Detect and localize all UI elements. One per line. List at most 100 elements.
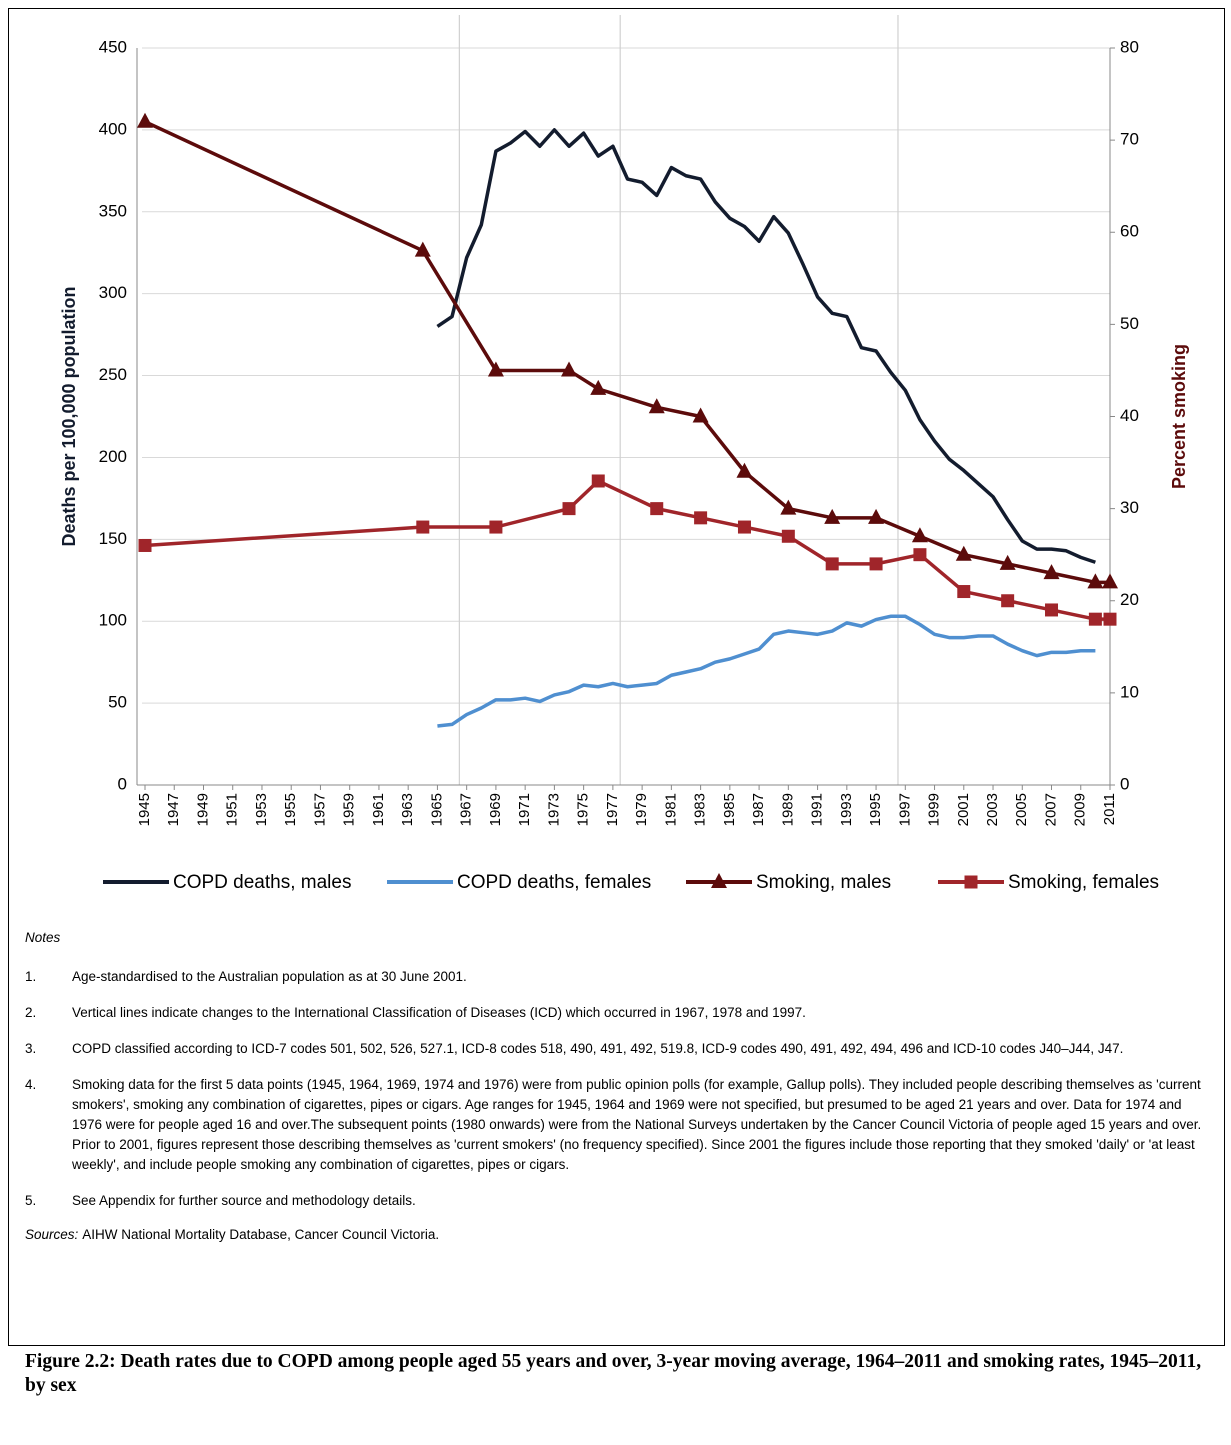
data-marker xyxy=(694,511,708,525)
y-tick-label: 100 xyxy=(99,611,127,630)
y2-tick-label: 80 xyxy=(1120,37,1139,56)
data-marker xyxy=(489,520,503,534)
x-tick-label: 1959 xyxy=(341,793,358,826)
x-tick-label: 1997 xyxy=(896,793,913,826)
notes: Notes 1. Age-standardised to the Australi… xyxy=(25,930,1215,1242)
x-tick-label: 1987 xyxy=(750,793,767,826)
x-tick-label: 1971 xyxy=(516,793,533,826)
note-number: 4. xyxy=(25,1077,37,1092)
x-tick-label: 1945 xyxy=(136,793,153,826)
sources-text: AIHW National Mortality Database, Cancer… xyxy=(82,1227,440,1242)
data-marker xyxy=(650,502,664,516)
note-item: 3. COPD classified according to ICD-7 cod… xyxy=(25,1039,1215,1059)
figure-frame xyxy=(8,8,1225,1346)
x-tick-label: 2003 xyxy=(984,793,1001,826)
y-tick-label: 50 xyxy=(108,693,127,712)
legend-label: Smoking, males xyxy=(756,872,891,893)
data-marker xyxy=(561,361,578,377)
data-marker xyxy=(955,545,972,561)
legend-marker xyxy=(964,875,978,889)
y-tick-label: 150 xyxy=(99,529,127,548)
x-tick-label: 2005 xyxy=(1013,793,1030,826)
y2-tick-label: 50 xyxy=(1120,314,1139,333)
data-marker xyxy=(1087,573,1104,589)
series-line xyxy=(437,614,1096,728)
legend-item: COPD deaths, males xyxy=(103,872,351,893)
note-item: 5. See Appendix for further source and me… xyxy=(25,1191,1215,1211)
data-marker xyxy=(416,520,430,534)
y2-tick-label: 20 xyxy=(1120,590,1139,609)
x-tick-label: 1963 xyxy=(399,793,416,826)
x-tick-label: 1961 xyxy=(370,793,387,826)
data-marker xyxy=(1045,603,1059,617)
y-tick-label: 250 xyxy=(99,365,127,384)
y2-tick-label: 0 xyxy=(1120,774,1129,793)
note-text: See Appendix for further source and meth… xyxy=(72,1193,416,1208)
data-marker xyxy=(913,548,927,562)
x-tick-label: 1967 xyxy=(458,793,475,826)
sources: Sources: AIHW National Mortality Database… xyxy=(25,1227,1215,1242)
legend-marker xyxy=(711,873,727,888)
note-number: 3. xyxy=(25,1041,37,1056)
y-tick-label: 350 xyxy=(99,201,127,220)
x-tick-label: 1949 xyxy=(194,793,211,826)
data-marker xyxy=(692,407,709,423)
y2-tick-label: 30 xyxy=(1120,498,1139,517)
y-tick-label: 400 xyxy=(99,119,127,138)
data-marker xyxy=(824,508,841,524)
x-tick-label: 2011 xyxy=(1101,793,1118,825)
x-tick-label: 1981 xyxy=(662,793,679,826)
data-marker xyxy=(591,474,605,488)
note-text: COPD classified according to ICD-7 codes… xyxy=(72,1041,1124,1056)
note-item: 1. Age-standardised to the Australian pop… xyxy=(25,967,1215,987)
series-line xyxy=(436,128,1096,564)
x-tick-label: 2001 xyxy=(955,793,972,826)
chart: 0 50 100 150 200 250 300 350 400 450 0 10 20 30 40 50 60… xyxy=(59,15,1189,893)
data-marker xyxy=(868,508,885,524)
data-marker xyxy=(487,361,504,377)
y-tick-label: 200 xyxy=(99,447,127,466)
series-line xyxy=(144,120,1110,585)
x-tick-label: 1993 xyxy=(838,793,855,826)
x-tick-label: 1983 xyxy=(692,793,709,826)
x-tick-label: 1955 xyxy=(282,793,299,826)
y2-tick-label: 70 xyxy=(1120,130,1139,149)
x-tick-label: 1947 xyxy=(165,793,182,826)
data-marker xyxy=(414,241,431,257)
y2-tick-label: 10 xyxy=(1120,682,1139,701)
x-tick-label: 1991 xyxy=(809,793,826,826)
data-marker xyxy=(780,499,797,515)
figure-caption: Figure 2.2: Death rates due to COPD amon… xyxy=(25,1351,1202,1396)
data-marker xyxy=(1001,594,1015,608)
y-tick-label: 0 xyxy=(118,774,127,793)
y2-tick-label: 40 xyxy=(1120,406,1139,425)
data-marker xyxy=(1088,612,1102,626)
x-tick-label: 1957 xyxy=(311,793,328,826)
data-marker xyxy=(1102,573,1118,589)
data-marker xyxy=(648,398,665,414)
y-tick-label: 300 xyxy=(99,283,127,302)
x-tick-label: 1995 xyxy=(867,793,884,826)
note-text: Age-standardised to the Australian popul… xyxy=(72,969,467,984)
x-tick-label: 2009 xyxy=(1072,793,1089,826)
data-marker xyxy=(1103,612,1117,626)
x-tick-label: 1977 xyxy=(604,793,621,826)
notes-heading: Notes xyxy=(25,930,61,945)
x-tick-label: 1975 xyxy=(575,793,592,826)
x-tick-label: 1999 xyxy=(926,793,943,826)
data-marker xyxy=(957,585,971,599)
data-marker xyxy=(562,502,576,516)
sources-label: Sources: xyxy=(25,1227,79,1242)
note-number: 1. xyxy=(25,969,37,984)
data-marker xyxy=(781,529,795,543)
x-tick-label: 1989 xyxy=(779,793,796,826)
x-tick-label: 1985 xyxy=(721,793,738,826)
data-marker xyxy=(869,557,883,571)
data-marker xyxy=(590,379,607,395)
note-item: 2. Vertical lines indicate changes to the… xyxy=(25,1003,1215,1023)
legend-label: COPD deaths, females xyxy=(457,872,651,893)
legend-label: Smoking, females xyxy=(1008,872,1159,893)
note-item: 4. Smoking data for the first 5 data poin… xyxy=(25,1075,1215,1175)
x-tick-label: 1973 xyxy=(545,793,562,826)
x-tick-label: 1951 xyxy=(224,793,241,826)
